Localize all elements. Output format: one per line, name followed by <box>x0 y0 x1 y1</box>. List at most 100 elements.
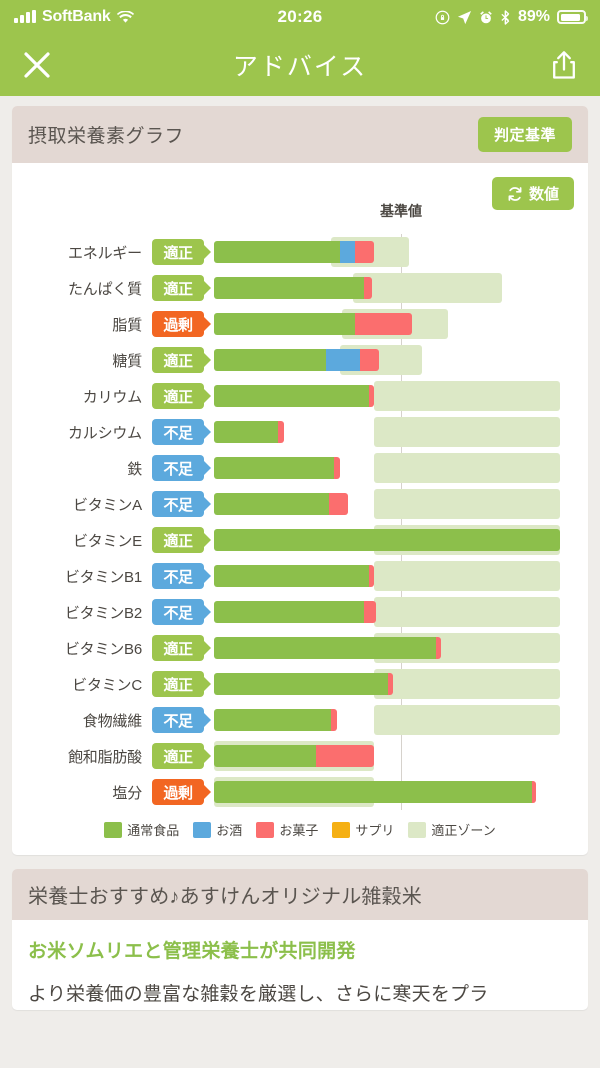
chart-legend: 通常食品 お酒 お菓子 サプリ 適正ゾーン <box>26 820 574 839</box>
battery-icon <box>557 10 588 24</box>
nutrient-label: 脂質 <box>112 316 142 334</box>
bluetooth-icon <box>501 9 510 25</box>
bar-segment-food <box>214 673 389 695</box>
legend-label: お菓子 <box>279 823 319 838</box>
legend-label: サプリ <box>355 823 395 838</box>
rotation-lock-icon <box>435 10 450 24</box>
status-badge-ok: 適正 <box>152 347 204 373</box>
bar-segment-alc <box>326 349 360 371</box>
share-button[interactable] <box>550 49 578 81</box>
nutrient-row[interactable]: たんぱく質 適正 <box>26 270 574 306</box>
nutrient-row[interactable]: ビタミンE 適正 <box>26 522 574 558</box>
status-badge-over: 過剰 <box>152 779 204 805</box>
promo-title: 栄養士おすすめ♪あすけんオリジナル雑穀米 <box>28 886 422 908</box>
nav-bar: アドバイス <box>0 34 600 96</box>
scroll-container[interactable]: 摂取栄養素グラフ 判定基準 数値 基準値 エネルギー 適正 たんぱく質 適正 脂質 過剰糖… <box>0 96 600 1068</box>
close-icon <box>24 52 50 78</box>
bar-segment-sweet <box>354 313 413 335</box>
nutrient-label: たんぱく質 <box>67 280 142 298</box>
bar-segment-food <box>214 349 326 371</box>
wifi-icon <box>116 10 134 23</box>
nutrient-row[interactable]: 食物繊維 不足 <box>26 702 574 738</box>
nutrient-row[interactable]: 脂質 過剰 <box>26 306 574 342</box>
nutrient-row[interactable]: カリウム 適正 <box>26 378 574 414</box>
status-badge-ok: 適正 <box>152 239 204 265</box>
status-badge-low: 不足 <box>152 599 204 625</box>
legend-item: お菓子 <box>256 820 318 839</box>
nutrient-row[interactable]: 飽和脂肪酸 適正 <box>26 738 574 774</box>
bar-segment-food <box>214 277 365 299</box>
nutrient-row[interactable]: 塩分 過剰 <box>26 774 574 810</box>
status-badge-ok: 適正 <box>152 527 204 553</box>
status-badge-low: 不足 <box>152 455 204 481</box>
nutrient-bar-track <box>214 414 574 450</box>
proper-zone-band <box>374 705 560 735</box>
nutrient-bar-track <box>214 630 574 666</box>
legend-swatch-alc <box>193 821 212 838</box>
nutrient-row[interactable]: 糖質 適正 <box>26 342 574 378</box>
nutrient-bar-track <box>214 342 574 378</box>
nutrient-label: 食物繊維 <box>82 712 142 730</box>
bar-segment-sweet <box>329 493 349 515</box>
nutrient-row[interactable]: ビタミンB2 不足 <box>26 594 574 630</box>
promo-card[interactable]: 栄養士おすすめ♪あすけんオリジナル雑穀米 お米ソムリエと管理栄養士が共同開発 よ… <box>12 869 588 1010</box>
promo-subtitle: お米ソムリエと管理栄養士が共同開発 <box>28 941 356 962</box>
status-badge-low: 不足 <box>152 419 204 445</box>
close-button[interactable] <box>22 50 52 80</box>
status-bar-right: 89% <box>435 8 588 26</box>
legend-label: お酒 <box>216 823 243 838</box>
reference-line <box>401 234 402 810</box>
bar-segment-food <box>214 457 334 479</box>
status-badge-low: 不足 <box>152 491 204 517</box>
bar-segment-sweet <box>532 781 536 803</box>
reference-value-label: 基準値 <box>380 203 422 219</box>
nutrient-bar-track <box>214 450 574 486</box>
nutrient-row[interactable]: エネルギー 適正 <box>26 234 574 270</box>
bar-segment-sweet <box>369 385 374 407</box>
bar-segment-food <box>214 637 437 659</box>
bar-segment-sweet <box>359 349 379 371</box>
bar-segment-food <box>214 709 331 731</box>
bar-segment-food <box>214 781 533 803</box>
legend-swatch-supp <box>332 821 351 838</box>
nutrient-row[interactable]: 鉄不足 <box>26 450 574 486</box>
proper-zone-band <box>353 273 502 303</box>
nutrient-row[interactable]: ビタミンC 適正 <box>26 666 574 702</box>
nutrient-row[interactable]: ビタミンB6 適正 <box>26 630 574 666</box>
refresh-icon <box>508 186 522 201</box>
nutrient-label: ビタミンE <box>72 532 142 550</box>
bar-segment-sweet <box>436 637 442 659</box>
proper-zone-band <box>374 561 560 591</box>
nutrient-bar-track <box>214 378 574 414</box>
bar-segment-sweet <box>330 709 338 731</box>
proper-zone-band <box>374 489 560 519</box>
nutrient-row[interactable]: ビタミンA 不足 <box>26 486 574 522</box>
bar-segment-food <box>214 421 278 443</box>
value-toggle-button[interactable]: 数値 <box>491 177 574 210</box>
nutrient-label: ビタミンA <box>72 496 142 514</box>
nutrient-label: 塩分 <box>112 784 142 802</box>
bar-segment-food <box>214 601 365 623</box>
nutrient-label: 鉄 <box>127 460 142 478</box>
nutrient-label: カリウム <box>82 388 142 406</box>
nutrient-row[interactable]: ビタミンB1 不足 <box>26 558 574 594</box>
nutrient-bar-track <box>214 234 574 270</box>
bar-segment-food <box>214 745 317 767</box>
nutrient-label: ビタミンB6 <box>64 640 142 658</box>
bar-segment-sweet <box>316 745 374 767</box>
status-badge-ok: 適正 <box>152 635 204 661</box>
proper-zone-band <box>374 597 560 627</box>
bar-segment-food <box>214 313 355 335</box>
nutrient-row[interactable]: カルシウム 不足 <box>26 414 574 450</box>
status-badge-ok: 適正 <box>152 275 204 301</box>
legend-label: 通常食品 <box>127 823 180 838</box>
bar-segment-food <box>214 241 341 263</box>
legend-swatch-sweet <box>256 821 275 838</box>
cellular-signal-icon <box>14 10 36 23</box>
bar-segment-food <box>214 565 370 587</box>
bar-segment-sweet <box>388 673 394 695</box>
criteria-button[interactable]: 判定基準 <box>477 117 572 152</box>
nutrient-bar-track <box>214 270 574 306</box>
bar-segment-sweet <box>364 277 373 299</box>
bar-segment-food <box>214 529 560 551</box>
